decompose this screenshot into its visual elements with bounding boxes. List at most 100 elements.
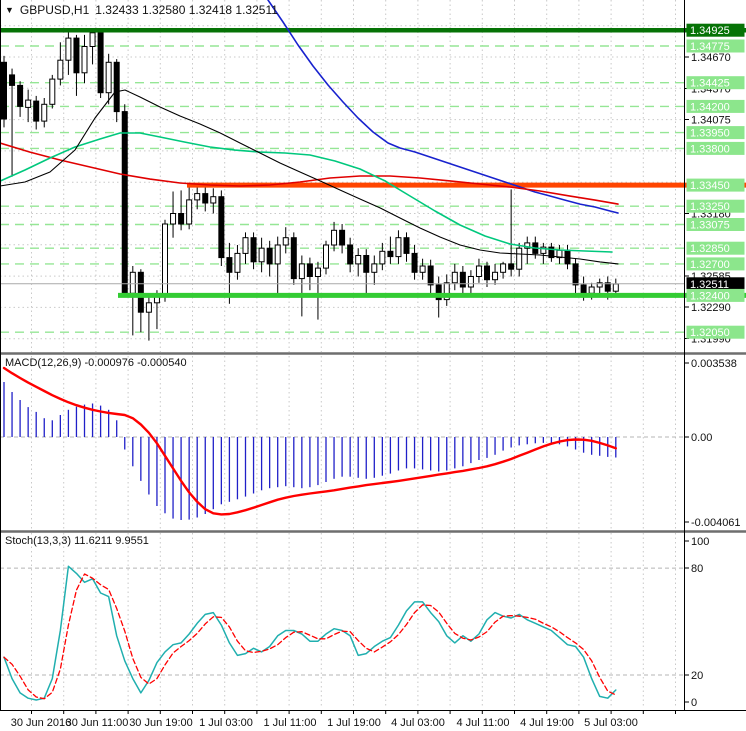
indicator-axis-label: -0.004061 [691, 517, 741, 529]
indicator-axis-label: 80 [691, 563, 703, 575]
candle [250, 237, 257, 263]
candle [387, 250, 394, 258]
stoch-panel[interactable] [0, 565, 684, 701]
candle [17, 84, 24, 107]
candle [218, 196, 225, 259]
ma-red [0, 142, 619, 205]
candle [202, 193, 209, 204]
candle [508, 263, 515, 270]
candle [170, 213, 177, 225]
candle [65, 37, 72, 61]
price-badge-label: 1.32400 [690, 290, 730, 302]
candle [459, 271, 466, 288]
candle [314, 267, 321, 278]
price-badge-label: 1.32850 [690, 243, 730, 255]
indicator-axis-labels: 0.003538 0.00 -0.004061 100 80 20 0 [684, 358, 741, 709]
candle [492, 271, 499, 281]
candle [435, 284, 442, 301]
macd-signal-line [2, 366, 617, 516]
price-badge-label: 1.32050 [690, 327, 730, 339]
candle [500, 263, 507, 273]
price-level-badge [686, 277, 745, 291]
candle [129, 271, 136, 294]
candle [588, 286, 595, 294]
quote-ohlc-label: 1.32433 1.32580 1.32418 1.32511 [95, 3, 278, 17]
candle [355, 255, 362, 265]
candle [41, 103, 48, 122]
price-badge-label: 1.32700 [690, 259, 730, 271]
candle [339, 229, 346, 246]
price-level-badge [686, 218, 745, 231]
candle [379, 250, 386, 265]
candle [113, 61, 120, 113]
candle [540, 246, 547, 254]
time-axis-label: 30 Jun 2016 [11, 717, 72, 729]
indicator-axis-label: 20 [691, 670, 703, 682]
candle [419, 265, 426, 273]
indicator-axis-label: 0.00 [691, 432, 712, 444]
price-level-badge [686, 241, 745, 255]
candle [572, 263, 579, 286]
symbol-dropdown-icon[interactable]: ▼ [5, 4, 14, 15]
candle [596, 282, 603, 288]
price-axis-label: 1.32290 [691, 302, 731, 314]
price-level-badge [686, 178, 745, 192]
candle [395, 237, 402, 258]
candle [516, 247, 523, 270]
stoch-main-line [3, 565, 617, 701]
candle [242, 237, 249, 254]
time-axis-label: 5 Jul 03:00 [584, 717, 638, 729]
price-level-badge [686, 76, 745, 90]
candle [121, 111, 128, 294]
indicator-axis-label: 0 [691, 697, 697, 709]
candle [1, 61, 7, 120]
candle [548, 246, 555, 259]
symbol-title: ▼ GBPUSD,H1 1.32433 1.32580 1.32418 1.32… [5, 3, 278, 17]
candle [274, 244, 281, 265]
time-axis-label: 1 Jul 11:00 [263, 717, 316, 729]
candle [97, 32, 104, 94]
panel-separators[interactable] [0, 0, 746, 711]
price-axis[interactable]: 1.346701.343701.340751.331801.325851.322… [684, 23, 745, 346]
candle [89, 32, 96, 47]
candle [210, 196, 217, 204]
price-axis-label: 1.34670 [691, 52, 731, 64]
macd-panel[interactable] [0, 366, 684, 520]
price-level-badge [686, 257, 745, 271]
time-axis-label: 1 Jul 03:00 [199, 717, 253, 729]
candle [451, 271, 458, 284]
price-badge-label: 1.34775 [690, 41, 730, 53]
candle [306, 263, 313, 277]
candle [475, 265, 482, 277]
support-resistance-thick-levels[interactable] [0, 27, 746, 298]
symbol-period-label: GBPUSD,H1 [19, 3, 90, 17]
time-axis-label: 4 Jul 11:00 [456, 717, 509, 729]
candle [371, 263, 378, 273]
candle [323, 244, 329, 269]
candle [186, 199, 193, 225]
price-level-badge [686, 39, 745, 53]
candle [178, 213, 185, 225]
macd-histogram [3, 382, 617, 520]
candle [347, 244, 354, 265]
time-axis-label: 30 Jun 11:00 [66, 717, 129, 729]
time-axis-label: 4 Jul 03:00 [391, 717, 445, 729]
candle [234, 252, 241, 273]
price-axis-label: 1.34075 [691, 115, 731, 127]
candle [226, 257, 233, 273]
candle [612, 283, 619, 292]
candle [73, 37, 80, 74]
price-badge-label: 1.33800 [690, 143, 730, 155]
price-level-badge [686, 199, 745, 213]
candle [9, 74, 16, 86]
stoch-indicator-label: Stoch(13,3,3) 11.6211 9.9551 [5, 535, 149, 547]
candle [411, 252, 418, 273]
price-level-badge [686, 23, 745, 37]
candle [331, 229, 338, 246]
candle [49, 78, 56, 105]
candle [25, 99, 32, 108]
candle [443, 282, 450, 301]
ma-lines [0, 0, 619, 265]
candle [403, 237, 410, 254]
